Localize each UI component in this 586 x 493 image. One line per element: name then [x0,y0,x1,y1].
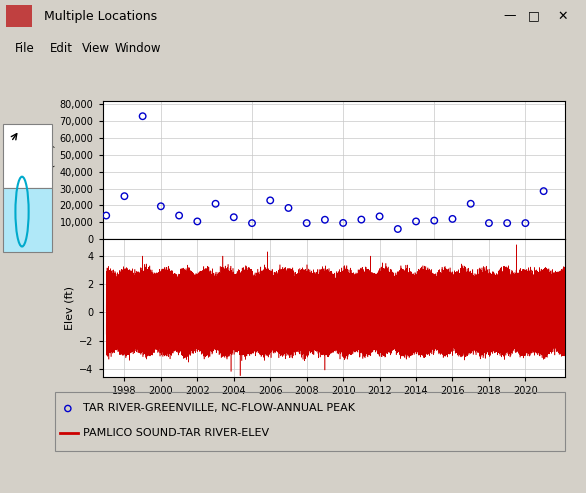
Point [430,216,439,224]
Point [448,215,457,223]
Point [375,212,384,220]
Point [284,204,293,212]
Point [339,219,348,227]
Point [484,219,493,227]
Point [229,213,239,221]
Point [265,196,275,204]
Point [539,187,548,195]
Bar [6,5,32,27]
Point [302,219,311,227]
Point [393,225,403,233]
Y-axis label: Elev (ft): Elev (ft) [65,286,75,330]
Text: —: — [503,9,516,23]
Text: TAR RIVER-GREENVILLE, NC-FLOW-ANNUAL PEAK: TAR RIVER-GREENVILLE, NC-FLOW-ANNUAL PEA… [83,403,355,414]
Point [211,200,220,208]
FancyBboxPatch shape [3,124,52,188]
Point [101,211,111,219]
Point [320,216,329,224]
Point [63,405,73,413]
Text: □: □ [527,9,539,23]
Point [357,215,366,223]
Text: File: File [15,41,35,55]
Text: Edit: Edit [50,41,73,55]
Point [466,200,475,208]
Point [502,219,512,227]
Point [411,217,421,225]
Point [521,219,530,227]
Text: ✕: ✕ [557,9,568,23]
Text: Multiple Locations: Multiple Locations [44,9,157,23]
Point [120,192,129,200]
Point [156,202,166,210]
Point [175,211,184,219]
Point [193,217,202,225]
Text: Window: Window [114,41,161,55]
Y-axis label: Flow (cfs): Flow (cfs) [46,143,56,197]
Text: PAMLICO SOUND-TAR RIVER-ELEV: PAMLICO SOUND-TAR RIVER-ELEV [83,428,270,438]
Point [247,219,257,227]
FancyBboxPatch shape [3,188,52,252]
Text: View: View [82,41,110,55]
Point [138,112,147,120]
